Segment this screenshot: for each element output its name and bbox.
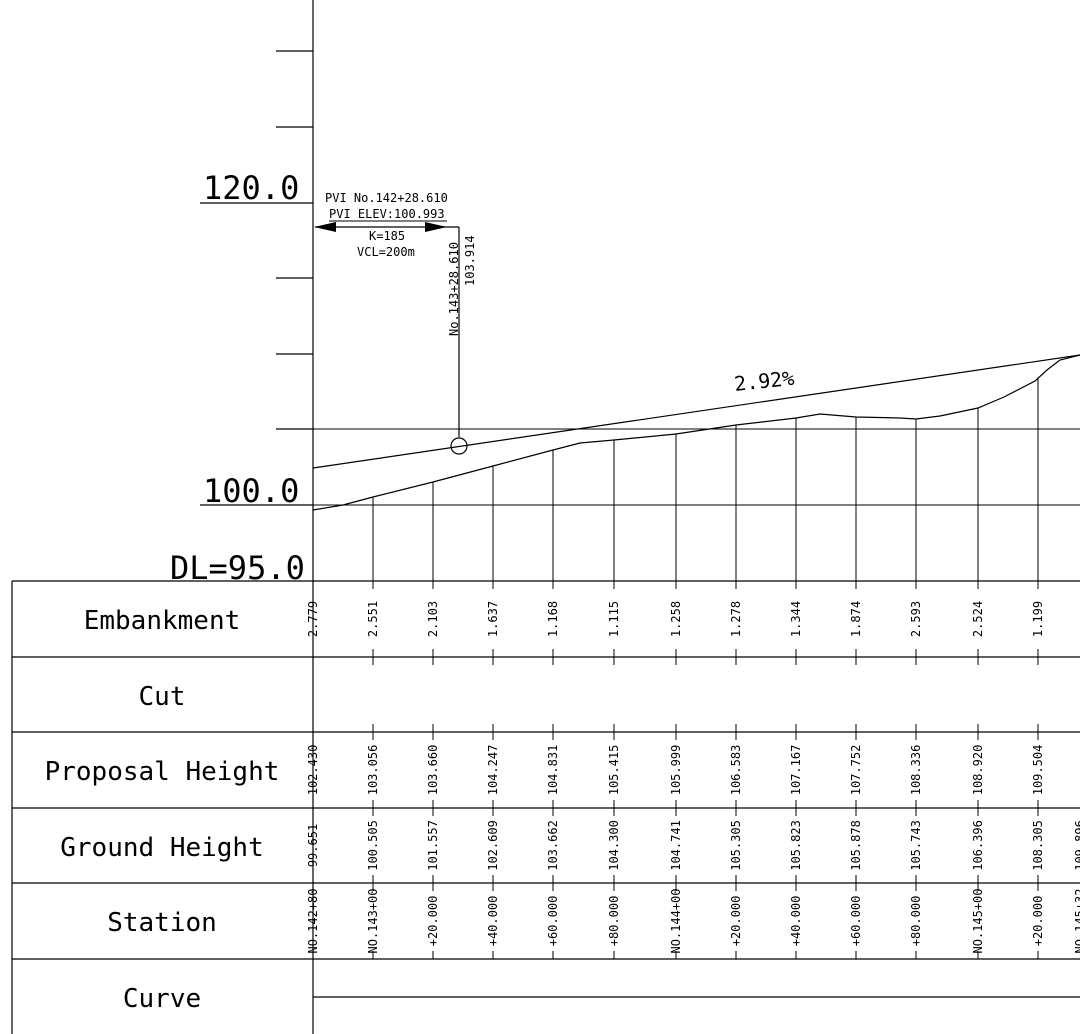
data-table-frame: [11, 580, 1080, 1034]
proposal-height-value: 108.336: [909, 745, 923, 796]
ground-height-value: 99.651: [306, 824, 320, 867]
proposal-height-value: 105.415: [607, 745, 621, 796]
pvi-marker-station: No.143+28.610: [447, 242, 461, 336]
ground-height-value: 108.305: [1031, 820, 1045, 871]
embankment-value: 1.258: [669, 601, 683, 637]
row-label-cut: Cut: [139, 682, 186, 712]
station-value: +60.000: [849, 896, 863, 947]
ground-height-value: 101.557: [426, 820, 440, 871]
pvi-elev-label: PVI ELEV:100.993: [329, 207, 445, 221]
elevation-axis: [200, 0, 314, 1034]
row-label-curve: Curve: [123, 984, 201, 1014]
pvi-k-label: K=185: [369, 229, 405, 243]
embankment-value: 2.551: [366, 601, 380, 637]
station-drop-lines: [372, 378, 1039, 581]
proposal-height-value: 103.056: [366, 745, 380, 796]
elevation-label-100: 100.0: [203, 472, 299, 510]
station-value: +60.000: [546, 896, 560, 947]
ground-height-value: 104.741: [669, 820, 683, 871]
proposal-height-value: 104.247: [486, 745, 500, 796]
ground-profile-line: [312, 354, 1080, 511]
embankment-value: 1.874: [849, 601, 863, 637]
ground-height-value: 105.823: [789, 820, 803, 871]
row-label-station: Station: [107, 908, 217, 938]
station-value: NO.145+00: [971, 888, 985, 953]
proposal-height-value: 105.999: [669, 745, 683, 796]
grade-label: 2.92%: [733, 366, 795, 396]
row-label-embankment: Embankment: [84, 606, 241, 636]
station-value: +80.000: [909, 896, 923, 947]
elevation-label-120: 120.0: [203, 169, 299, 207]
proposal-height-value: 107.752: [849, 745, 863, 796]
ground-height-value: 102.609: [486, 820, 500, 871]
embankment-value: 1.637: [486, 601, 500, 637]
ground-height-value: 105.743: [909, 820, 923, 871]
station-value: NO.142+80: [306, 888, 320, 953]
ground-height-value: 106.396: [971, 820, 985, 871]
embankment-value: 2.524: [971, 601, 985, 637]
ground-height-value: 104.300: [607, 820, 621, 871]
proposal-height-value: 107.167: [789, 745, 803, 796]
ground-height-value: 105.305: [729, 820, 743, 871]
station-value: +40.000: [486, 896, 500, 947]
station-value: +20.000: [1031, 896, 1045, 947]
embankment-value: 2.593: [909, 601, 923, 637]
ground-height-value: 109.896: [1073, 820, 1080, 871]
embankment-value: 2.103: [426, 601, 440, 637]
proposal-height-value: 108.920: [971, 745, 985, 796]
table-values: 2.779 2.551 2.103 1.637 1.168 1.115 1.258 1.278…: [306, 581, 1080, 959]
ground-height-value: 103.662: [546, 820, 560, 871]
station-value: NO.144+00: [669, 888, 683, 953]
pvi-vcl-label: VCL=200m: [357, 245, 415, 259]
embankment-value: 1.278: [729, 601, 743, 637]
embankment-value: 1.115: [607, 601, 621, 637]
embankment-value: 1.344: [789, 601, 803, 637]
vcl-arrow-left-icon: [314, 222, 336, 232]
station-value: NO.143+00: [366, 888, 380, 953]
embankment-value: 2.779: [306, 601, 320, 637]
proposal-grade-line: [312, 354, 1080, 469]
station-value: +20.000: [729, 896, 743, 947]
pvi-marker-circle: [450, 437, 468, 455]
vcl-arrow-right-icon: [425, 222, 447, 232]
proposal-height-value: 102.430: [306, 745, 320, 796]
proposal-height-value: 109.504: [1031, 745, 1045, 796]
proposal-height-value: 103.660: [426, 745, 440, 796]
station-value: +40.000: [789, 896, 803, 947]
row-label-ground-height: Ground Height: [60, 833, 264, 863]
station-value: NO.145+32: [1073, 888, 1080, 953]
ground-height-value: 100.505: [366, 820, 380, 871]
pvi-marker-elev: 103.914: [463, 235, 477, 286]
ground-height-value: 105.878: [849, 820, 863, 871]
station-value: +20.000: [426, 896, 440, 947]
pvi-annotation: PVI No.142+28.610 PVI ELEV:100.993 K=185…: [314, 191, 477, 455]
station-value: +80.000: [607, 896, 621, 947]
embankment-value: 1.199: [1031, 601, 1045, 637]
pvi-station-label: PVI No.142+28.610: [325, 191, 448, 205]
proposal-height-value: 104.831: [546, 745, 560, 796]
embankment-value: 1.168: [546, 601, 560, 637]
row-label-proposal-height: Proposal Height: [45, 757, 280, 787]
proposal-height-value: 106.583: [729, 745, 743, 796]
